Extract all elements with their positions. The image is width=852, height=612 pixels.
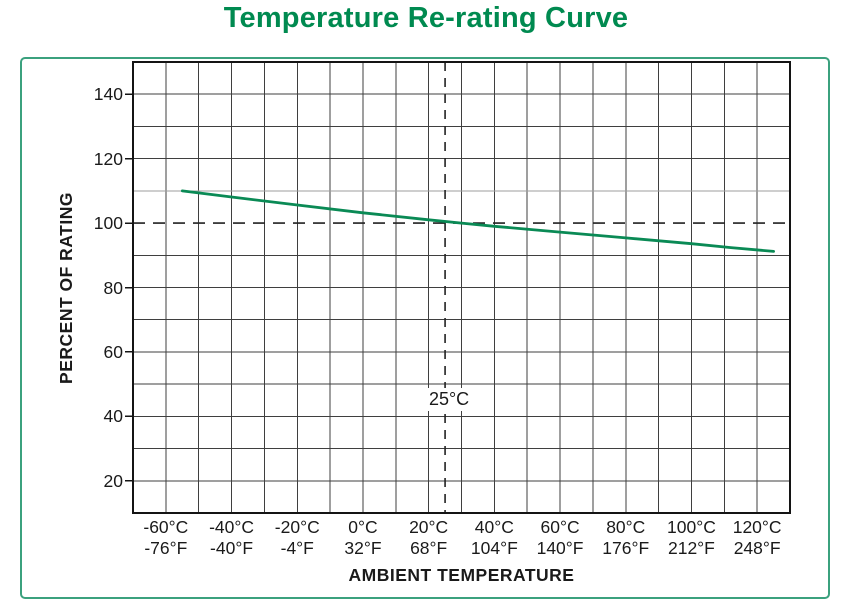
x-tick-fahrenheit: 140°F xyxy=(536,538,584,558)
x-tick-fahrenheit: 32°F xyxy=(344,538,382,558)
rerating-curve-line xyxy=(180,189,775,253)
x-tick-celsius: -60°C xyxy=(143,517,189,537)
x-tick-fahrenheit: 176°F xyxy=(602,538,650,558)
reference-temperature-annotation: 25°C xyxy=(424,388,474,411)
x-tick-celsius: 40°C xyxy=(474,517,514,537)
y-axis-title: PERCENT OF RATING xyxy=(56,192,76,384)
x-tick-label: -40°C -40°F xyxy=(195,517,269,559)
plot-area-border xyxy=(132,61,791,514)
x-tick-celsius: 120°C xyxy=(732,517,782,537)
chart-frame-border xyxy=(20,57,830,599)
x-tick-label: 0°C 32°F xyxy=(326,517,400,559)
x-tick-fahrenheit: -40°F xyxy=(210,538,254,558)
y-tick-label: 120 xyxy=(93,148,123,169)
chart-title: Temperature Re-rating Curve xyxy=(223,2,629,34)
x-tick-celsius: -20°C xyxy=(274,517,320,537)
x-tick-celsius: 60°C xyxy=(540,517,580,537)
x-tick-fahrenheit: 248°F xyxy=(733,538,781,558)
x-tick-label: 20°C 68°F xyxy=(392,517,466,559)
y-tick-label: 80 xyxy=(103,277,123,298)
x-tick-celsius: -40°C xyxy=(209,517,255,537)
x-tick-label: 100°C 212°F xyxy=(654,517,728,559)
y-tick-label: 40 xyxy=(103,406,123,427)
x-tick-label: 40°C 104°F xyxy=(457,517,531,559)
x-tick-celsius: 100°C xyxy=(667,517,716,537)
x-tick-label: 60°C 140°F xyxy=(523,517,597,559)
x-tick-label: -20°C -4°F xyxy=(260,517,334,559)
y-tick-label: 140 xyxy=(93,84,123,105)
y-tick-label: 60 xyxy=(103,341,123,362)
x-tick-fahrenheit: -4°F xyxy=(280,538,314,558)
x-tick-fahrenheit: 104°F xyxy=(470,538,518,558)
x-tick-label: -60°C -76°F xyxy=(129,517,203,559)
x-tick-celsius: 80°C xyxy=(606,517,646,537)
x-tick-fahrenheit: 212°F xyxy=(667,538,715,558)
x-tick-celsius: 0°C xyxy=(348,517,378,537)
x-tick-label: 80°C 176°F xyxy=(589,517,663,559)
y-tick-label: 20 xyxy=(103,470,123,491)
x-tick-fahrenheit: 68°F xyxy=(410,538,448,558)
x-tick-fahrenheit: -76°F xyxy=(144,538,188,558)
x-tick-celsius: 20°C xyxy=(409,517,449,537)
x-axis-title: AMBIENT TEMPERATURE xyxy=(348,565,575,585)
x-tick-label: 120°C 248°F xyxy=(720,517,794,559)
y-tick-label: 100 xyxy=(93,213,123,234)
